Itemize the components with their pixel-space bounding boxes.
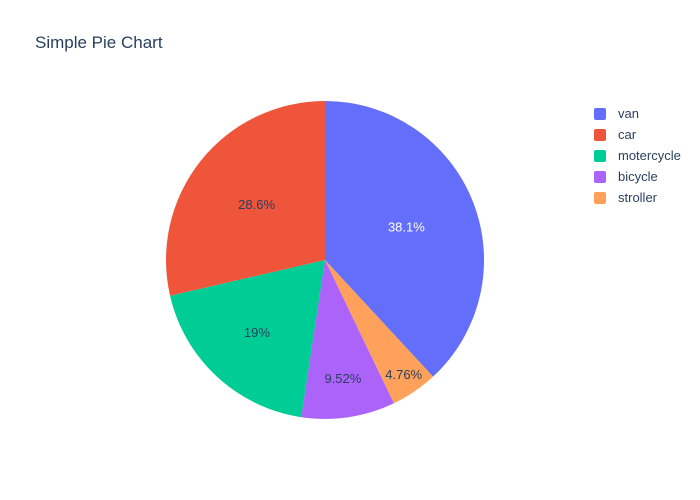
pie-slice-van[interactable] bbox=[325, 101, 485, 377]
legend-label: car bbox=[618, 127, 637, 142]
legend-swatch-icon bbox=[594, 149, 606, 162]
pie-slice-bicycle[interactable] bbox=[301, 260, 394, 419]
pie-slice-car[interactable] bbox=[165, 101, 325, 296]
legend-item-van[interactable]: van bbox=[594, 103, 681, 124]
legend-label: van bbox=[618, 106, 639, 121]
pie-slice-stroller[interactable] bbox=[325, 260, 434, 404]
legend-label: motercycle bbox=[618, 148, 681, 163]
pie-slice-motercycle[interactable] bbox=[170, 260, 325, 418]
legend-label: bicycle bbox=[618, 169, 658, 184]
legend-swatch-icon bbox=[594, 170, 606, 183]
legend-item-car[interactable]: car bbox=[594, 124, 681, 145]
legend-swatch-icon bbox=[594, 107, 606, 120]
legend-item-motercycle[interactable]: motercycle bbox=[594, 145, 681, 166]
legend-label: stroller bbox=[618, 190, 658, 205]
legend-swatch-icon bbox=[594, 191, 606, 204]
legend: van car motercycle bicycle stroller bbox=[594, 103, 681, 208]
legend-swatch-icon bbox=[594, 128, 606, 141]
legend-item-stroller[interactable]: stroller bbox=[594, 187, 681, 208]
chart-title: Simple Pie Chart bbox=[35, 33, 163, 52]
legend-item-bicycle[interactable]: bicycle bbox=[594, 166, 681, 187]
